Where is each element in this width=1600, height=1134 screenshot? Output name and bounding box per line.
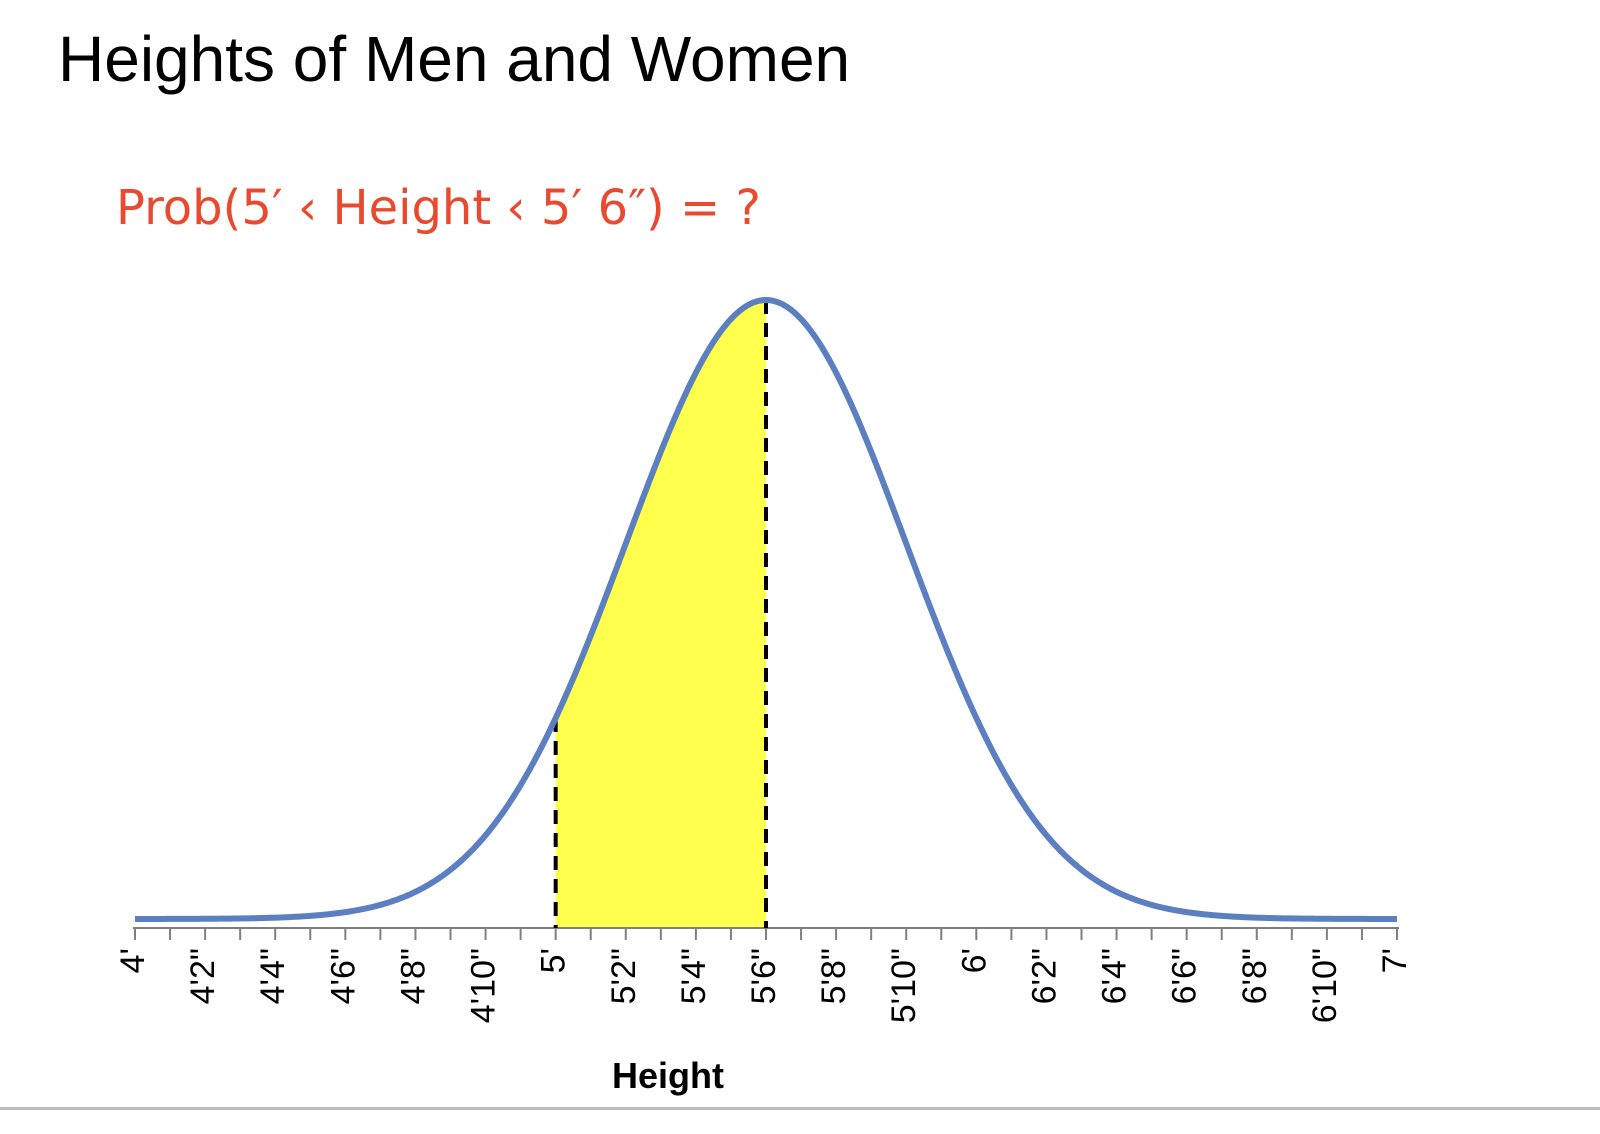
distribution-curve (134, 297, 1398, 922)
x-tick-label: 4'2" (184, 948, 222, 1004)
x-tick-label: 4'10" (465, 948, 503, 1023)
x-axis-tick-labels: 4' 4'2" 4'4" 4'6" 4'8" 4'10" 5' 5'2" 5'4" 5'6" 5'8… (114, 948, 1414, 1023)
x-tick-label: 6'4" (1096, 948, 1134, 1004)
x-tick-label: 7' (1376, 948, 1414, 973)
x-tick-label: 4'4" (254, 948, 292, 1004)
x-tick-label: 5'2" (605, 948, 643, 1004)
slide-bottom-border (0, 1107, 1600, 1110)
x-tick-label: 6'10" (1306, 948, 1344, 1023)
x-tick-label: 4' (114, 948, 152, 973)
shaded-probability-region (555, 300, 766, 928)
x-tick-label: 4'8" (394, 948, 432, 1004)
x-tick-label: 6'2" (1025, 948, 1063, 1004)
probability-question: Prob(5′ ‹ Height ‹ 5′ 6″) = ? (116, 180, 761, 236)
x-tick-label: 6' (955, 948, 993, 973)
x-tick-label: 6'6" (1166, 948, 1204, 1004)
slide-title: Heights of Men and Women (58, 23, 851, 95)
x-tick-label: 5'4" (675, 948, 713, 1004)
x-tick-label: 5'6" (745, 948, 783, 1004)
x-axis-title: Height (612, 1055, 724, 1096)
x-axis-ticks (134, 928, 1398, 940)
x-tick-label: 5'10" (885, 948, 923, 1023)
x-tick-label: 5'8" (815, 948, 853, 1004)
x-tick-label: 5' (535, 948, 573, 973)
x-tick-label: 6'8" (1236, 948, 1274, 1004)
x-tick-label: 4'6" (324, 948, 362, 1004)
